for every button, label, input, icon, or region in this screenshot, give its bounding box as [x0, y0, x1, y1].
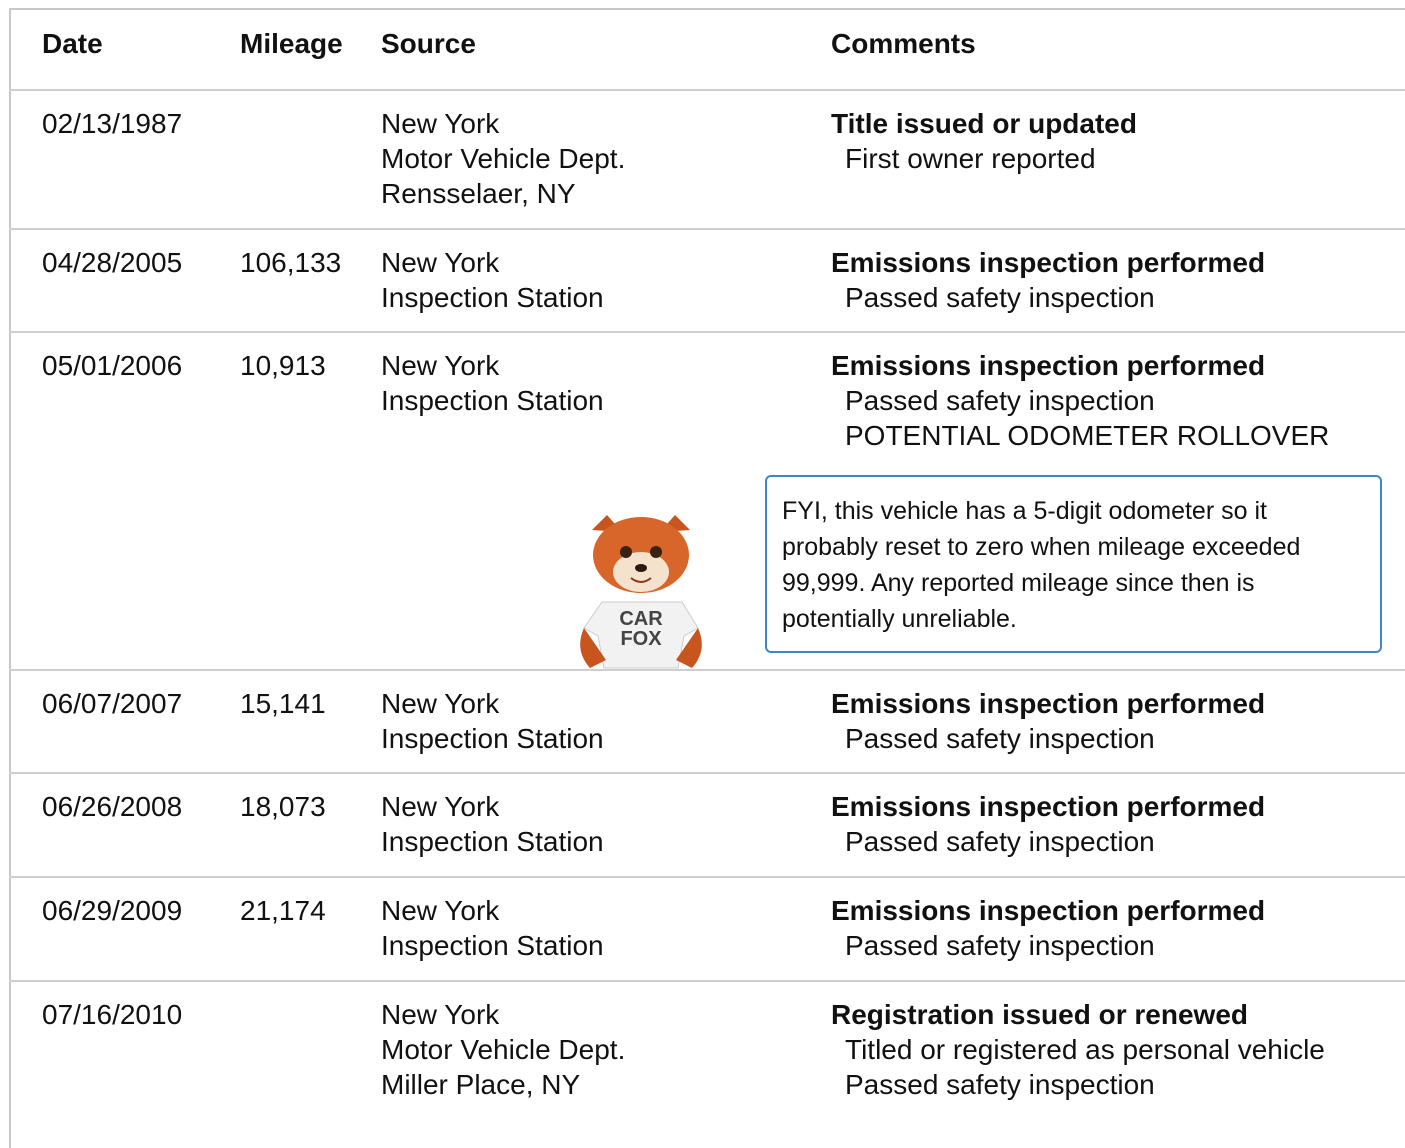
comment-detail: Passed safety inspection: [831, 280, 1365, 315]
source-line: Miller Place, NY: [381, 1067, 625, 1102]
row-divider: [9, 772, 1405, 774]
comment-title: Registration issued or renewed: [831, 997, 1365, 1032]
row-divider: [9, 331, 1405, 333]
column-header: Comments: [831, 26, 976, 61]
source-line: New York: [381, 997, 625, 1032]
source-line: New York: [381, 893, 604, 928]
mileage: 21,174: [240, 893, 326, 928]
mileage: 15,141: [240, 686, 326, 721]
comment-detail: Passed safety inspection: [831, 1067, 1365, 1102]
date: 04/28/2005: [42, 245, 182, 280]
comment-detail: Passed safety inspection: [831, 721, 1365, 756]
row-divider: [9, 876, 1405, 878]
comment-detail: First owner reported: [831, 141, 1365, 176]
source-line: New York: [381, 348, 604, 383]
date: 06/26/2008: [42, 789, 182, 824]
shirt-text: CAR: [619, 608, 663, 630]
comment-detail: Titled or registered as personal vehicle: [831, 1032, 1365, 1067]
comment-title: Emissions inspection performed: [831, 245, 1365, 280]
date: 06/07/2007: [42, 686, 182, 721]
page: Date Mileage Source Comments 02/13/1987 New Y…: [0, 0, 1405, 1148]
row-divider: [9, 89, 1405, 91]
mileage: 18,073: [240, 789, 326, 824]
date: 07/16/2010: [42, 997, 182, 1032]
source-line: Inspection Station: [381, 721, 604, 756]
mileage: 106,133: [240, 245, 341, 280]
odometer-note: FYI, this vehicle has a 5-digit odometer…: [765, 475, 1382, 653]
source-line: Inspection Station: [381, 280, 604, 315]
comment-title: Emissions inspection performed: [831, 893, 1365, 928]
source-line: New York: [381, 106, 625, 141]
source-line: Inspection Station: [381, 928, 604, 963]
column-header: Source: [381, 26, 476, 61]
date: 05/01/2006: [42, 348, 182, 383]
source-line: Motor Vehicle Dept.: [381, 141, 625, 176]
row-divider: [9, 228, 1405, 230]
source-line: New York: [381, 789, 604, 824]
comment-detail: Passed safety inspection: [831, 928, 1365, 963]
source-line: Inspection Station: [381, 383, 604, 418]
date: 06/29/2009: [42, 893, 182, 928]
comment-title: Emissions inspection performed: [831, 789, 1365, 824]
date: 02/13/1987: [42, 106, 182, 141]
column-header: Date: [42, 26, 103, 61]
shirt-text: FOX: [620, 628, 662, 650]
source-line: New York: [381, 245, 604, 280]
comment-detail: Passed safety inspection: [831, 383, 1365, 418]
comment-title: Emissions inspection performed: [831, 686, 1365, 721]
comment-title: Title issued or updated: [831, 106, 1365, 141]
source-line: Inspection Station: [381, 824, 604, 859]
row-divider: [9, 980, 1405, 982]
mileage: 10,913: [240, 348, 326, 383]
row-divider: [9, 669, 1405, 671]
column-header: Mileage: [240, 26, 343, 61]
comment-detail: Passed safety inspection: [831, 824, 1365, 859]
comment-title: Emissions inspection performed: [831, 348, 1365, 383]
source-line: Motor Vehicle Dept.: [381, 1032, 625, 1067]
source-line: Rensselaer, NY: [381, 176, 625, 211]
comment-detail: POTENTIAL ODOMETER ROLLOVER: [831, 418, 1365, 453]
source-line: New York: [381, 686, 604, 721]
